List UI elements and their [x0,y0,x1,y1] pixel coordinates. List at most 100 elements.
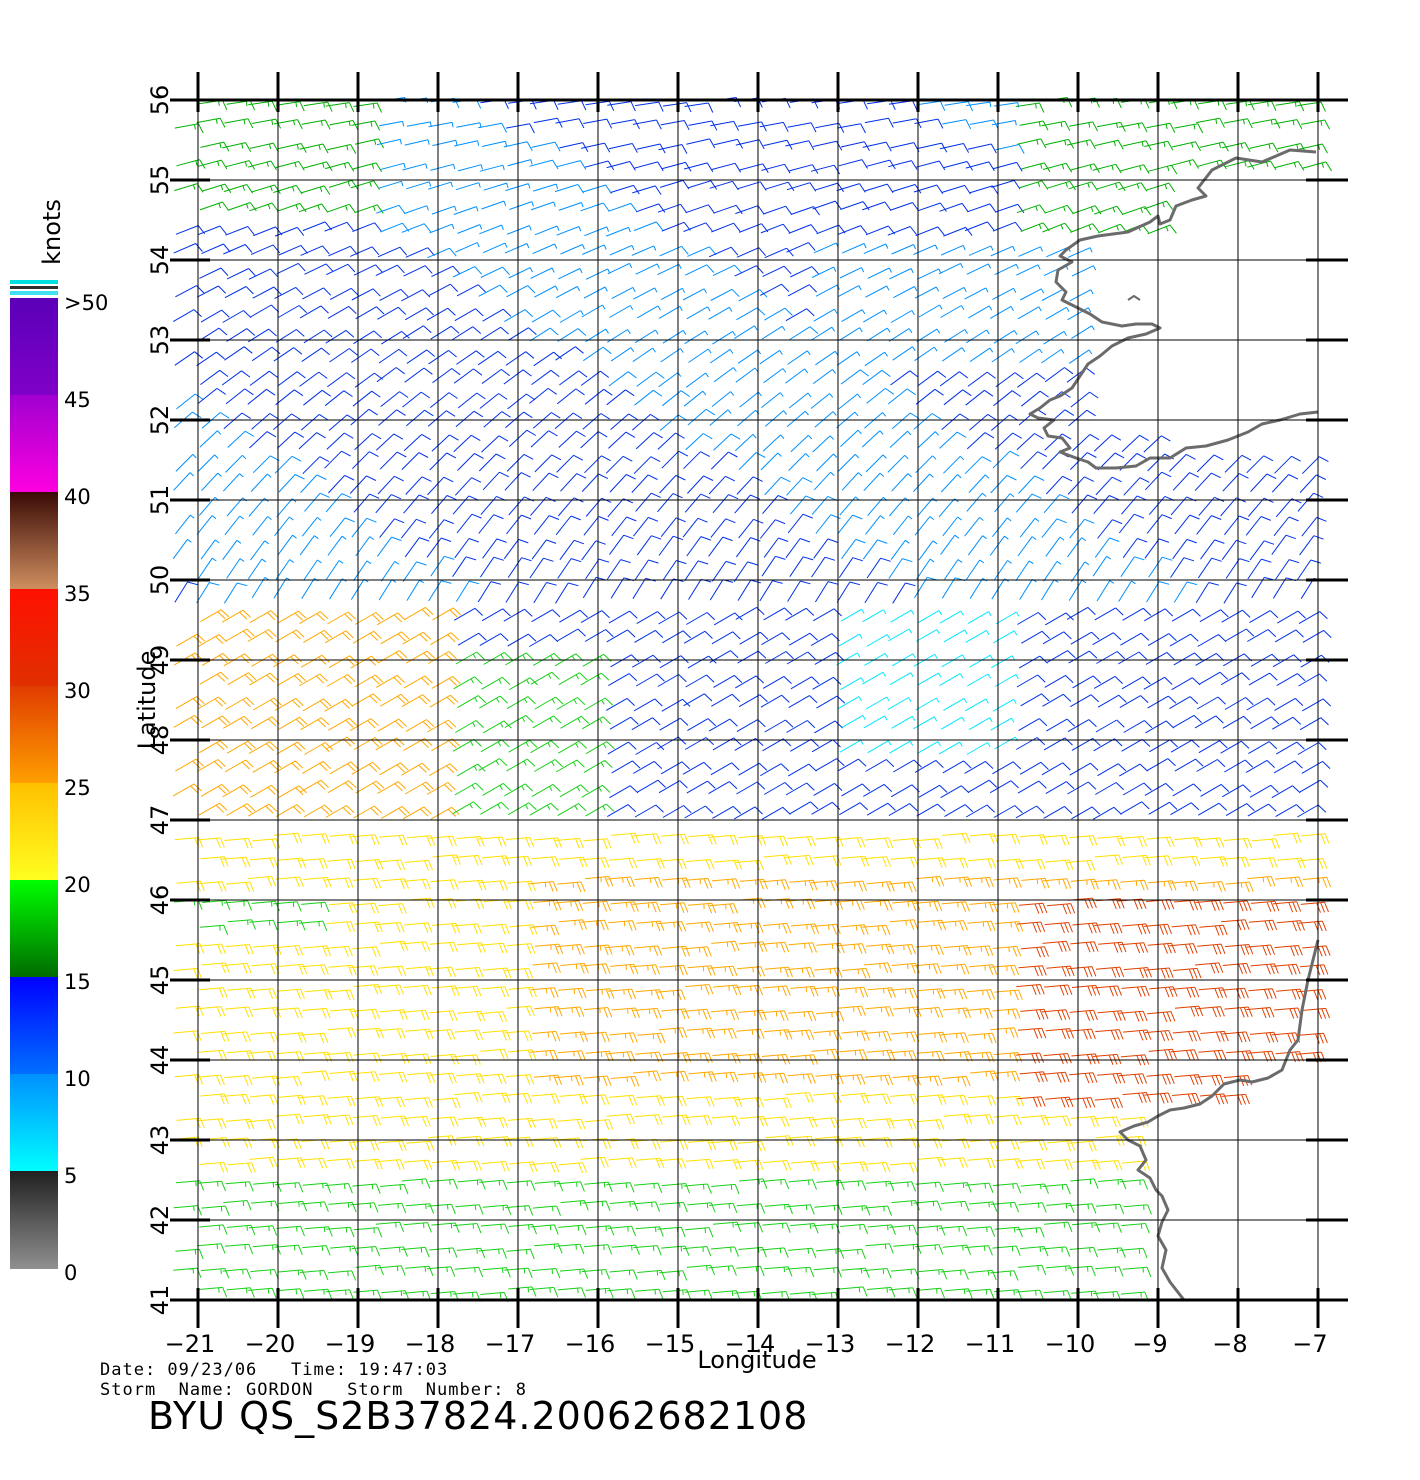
wind-barb [584,697,614,711]
wind-barb [918,857,947,868]
wind-barb [611,760,641,774]
wind-barb [888,558,913,579]
wind-barb [1094,1097,1124,1109]
wind-barb [1119,1247,1148,1259]
wind-barb [939,143,970,153]
wind-barb [275,804,305,818]
wind-barb [761,163,791,174]
wind-barb [1020,1183,1049,1194]
wind-barb [507,1117,536,1129]
wind-barb [251,413,279,430]
wind-barb [939,371,969,387]
wind-barb [1016,674,1046,688]
wind-barb [556,1243,585,1255]
wind-barb [608,610,638,624]
wind-barb [1046,1140,1076,1151]
wind-barb [252,1075,281,1087]
wind-barb [966,263,992,275]
wind-barb [479,942,508,954]
wind-barb [1121,1223,1150,1234]
wind-barb [1196,759,1226,772]
wind-barb [247,629,277,642]
wind-barb [865,225,896,236]
wind-barb [353,493,380,513]
lon-tick-label: −10 [1045,1330,1096,1358]
wind-barb [554,184,585,194]
wind-barb [989,780,1019,794]
wind-barb [1302,629,1332,643]
wind-barb [406,1140,435,1152]
wind-barb [327,611,357,625]
wind-barb [225,881,255,893]
wind-barb [991,348,1015,363]
wind-barb [709,1202,738,1214]
wind-barb [658,305,683,319]
wind-barb [276,262,306,275]
wind-barb [788,1010,817,1022]
wind-barb [404,1159,433,1171]
wind-barb [509,677,538,691]
colorbar-band [10,783,58,881]
wind-barb [1247,629,1277,642]
wind-barb [483,1204,512,1215]
wind-barb [1172,1092,1201,1104]
wind-barb [867,987,896,998]
wind-barb [1123,477,1150,496]
wind-barb [711,1115,741,1127]
wind-barb [349,718,379,732]
wind-barb [887,697,912,710]
iberia-france-coastline [1118,939,1320,1301]
wind-barb [277,857,307,869]
wind-barb [916,1119,945,1130]
wind-barb [1144,538,1170,559]
wind-barb [632,1070,662,1082]
wind-barb [327,1270,357,1281]
wind-barb [225,697,255,710]
wind-barb [687,902,717,914]
wind-barb [839,1286,868,1297]
wind-barb [1148,556,1173,578]
lat-tick-label: 54 [146,245,174,276]
wind-barb [1118,513,1145,534]
wind-barb [836,652,861,666]
wind-barb [1015,1289,1045,1300]
wind-barb [812,435,834,453]
wind-barb [658,780,688,794]
wind-barb [968,1269,997,1281]
wind-barb [1174,758,1204,772]
wind-barb [1248,741,1278,755]
wind-barb [866,387,895,404]
wind-barb [1015,1052,1045,1064]
wind-barb [454,782,484,796]
wind-barb [1093,1222,1122,1233]
wind-barb [1020,946,1049,958]
wind-barb [1119,695,1149,709]
wind-barb [277,610,307,624]
wind-barb [994,1226,1023,1238]
wind-barb [250,1269,279,1280]
wind-barb [505,837,535,848]
wind-barb [943,1182,972,1193]
wind-barb [862,369,891,386]
wind-barb [606,1113,636,1125]
wind-barb [330,1245,359,1256]
wind-barb [941,654,966,668]
wind-barb [713,612,743,626]
wind-barb [1017,1096,1046,1108]
wind-barb [482,1267,511,1278]
wind-barb [432,1097,461,1109]
wind-barb [1072,433,1100,452]
wind-barb [1043,494,1070,514]
wind-barb [631,413,660,431]
wind-barb [481,200,507,210]
wind-barb [893,286,918,299]
wind-barb [1122,538,1148,559]
wind-barb [890,784,920,798]
colorbar-over-cap-3 [10,291,58,295]
wind-barb [1020,693,1050,707]
wind-barb [299,305,329,319]
wind-barb [939,610,964,624]
wind-barb [431,1222,460,1233]
wind-barb [1148,495,1175,515]
wind-barb [534,696,564,710]
